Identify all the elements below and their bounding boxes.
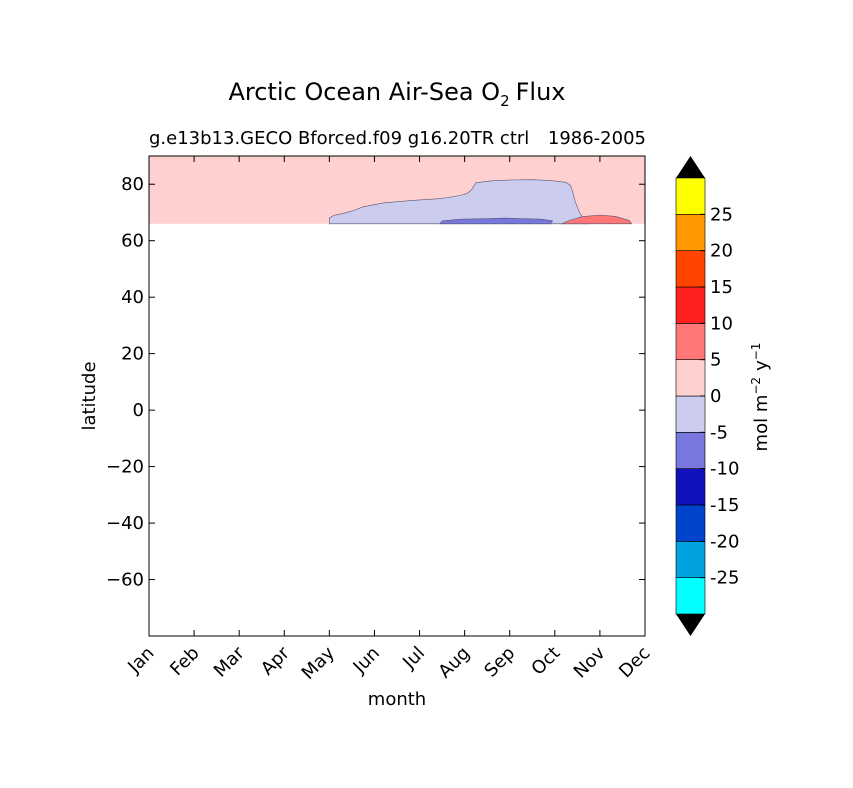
- chart-subtitle-left: g.e13b13.GECO Bforced.f09 g16.20TR ctrl: [149, 128, 529, 149]
- colorbar-segment: [675, 577, 706, 615]
- y-tick-label: 20: [121, 344, 144, 365]
- plot-background: [149, 156, 645, 636]
- colorbar-tick-label: -5: [710, 422, 728, 443]
- y-tick-label: 0: [133, 400, 144, 421]
- colorbar-segment: [675, 177, 706, 215]
- colorbar-segment: [675, 359, 706, 397]
- colorbar-segment: [675, 541, 706, 578]
- plot-frame: [148, 155, 646, 637]
- colorbar-tick-label: -15: [710, 495, 739, 516]
- colorbar-segment: [675, 504, 706, 542]
- y-tick-label: 40: [121, 287, 144, 308]
- colorbar-extend-low: [676, 614, 705, 636]
- y-tick-label: −60: [106, 570, 144, 591]
- colorbar-tick-label: -20: [710, 531, 739, 552]
- y-axis-ticks: 80 60 40 20 0 −20 −40 −60: [106, 174, 645, 591]
- x-axis-label: month: [368, 689, 426, 710]
- y-tick-label: −20: [106, 457, 144, 478]
- colorbar-segment: [675, 432, 706, 469]
- contour-region-2: [561, 214, 633, 225]
- colorbar-tick-label: 15: [710, 277, 733, 298]
- chart-title: Arctic Ocean Air-Sea O2 Flux: [229, 78, 566, 110]
- y-tick-label: 60: [121, 231, 144, 252]
- colorbar-segment: [675, 395, 706, 433]
- colorbar-segment: [675, 250, 706, 288]
- colorbar-label: mol m−2y−1: [749, 343, 772, 452]
- chart-subtitle-right: 1986-2005: [548, 128, 646, 149]
- contour-region-0: [329, 179, 590, 225]
- colorbar-tick-label: 10: [710, 313, 733, 334]
- y-axis-label: latitude: [79, 361, 100, 430]
- y-tick-label: −40: [106, 513, 144, 534]
- colorbar-tick-label: 20: [710, 241, 733, 262]
- colorbar-segment: [675, 323, 706, 360]
- colorbar-extend-high: [676, 156, 705, 178]
- colorbar: -25 -20 -15 -10 -5 0 5 10 15 20 25: [675, 156, 739, 636]
- colorbar-tick-label: 25: [710, 204, 733, 225]
- contour-region-1: [439, 217, 554, 225]
- colorbar-tick-label: 5: [710, 350, 721, 371]
- colorbar-tick-label: -10: [710, 459, 739, 480]
- colorbar-tick-label: 0: [710, 386, 721, 407]
- colorbar-segment: [675, 286, 706, 324]
- colorbar-segment: [675, 468, 706, 506]
- colorbar-segment: [675, 214, 706, 251]
- colorbar-tick-label: -25: [710, 568, 739, 589]
- y-tick-label: 80: [121, 174, 144, 195]
- contour-layer: [149, 156, 645, 225]
- plot-area: Jan Feb Mar Apr May Jun Jul Aug Sep Oct Nov Dec 806…: [106, 155, 655, 684]
